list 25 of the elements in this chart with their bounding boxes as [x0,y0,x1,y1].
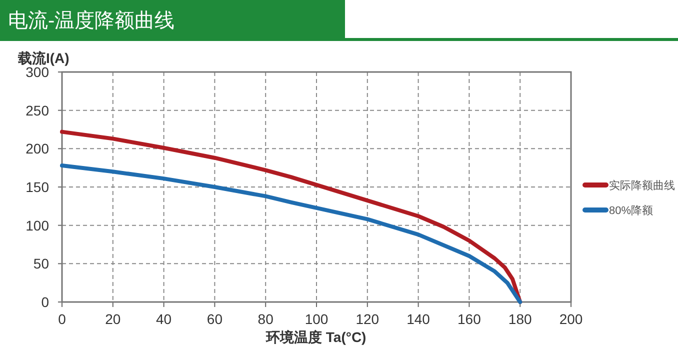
y-tick-label: 250 [26,102,50,118]
x-tick-label: 80 [258,311,274,327]
y-tick-label: 100 [26,217,50,234]
legend-label: 实际降额曲线 [609,179,675,192]
x-tick-label: 180 [508,311,532,327]
chart-title: 电流-温度降额曲线 [8,10,175,32]
y-tick-label: 200 [26,140,50,157]
y-tick-label: 300 [26,64,50,80]
y-tick-label: 0 [41,294,50,310]
line-series [60,164,522,304]
legend-label: 80%降额 [609,204,654,217]
x-tick-label: 0 [58,311,66,327]
x-axis-title: 环境温度 Ta(°C) [265,329,366,345]
y-tick-label: 50 [33,256,50,272]
line-series [60,130,522,304]
x-tick-label: 120 [356,311,380,327]
x-tick-label: 40 [156,311,172,327]
x-tick-label: 20 [105,311,121,327]
x-tick-label: 140 [406,311,430,327]
x-tick-label: 200 [559,311,583,327]
x-tick-label: 60 [206,311,223,327]
y-tick-label: 150 [26,179,50,195]
x-tick-label: 100 [304,311,328,327]
x-tick-label: 160 [458,311,482,327]
y-axis-title: 载流I(A) [17,50,70,66]
